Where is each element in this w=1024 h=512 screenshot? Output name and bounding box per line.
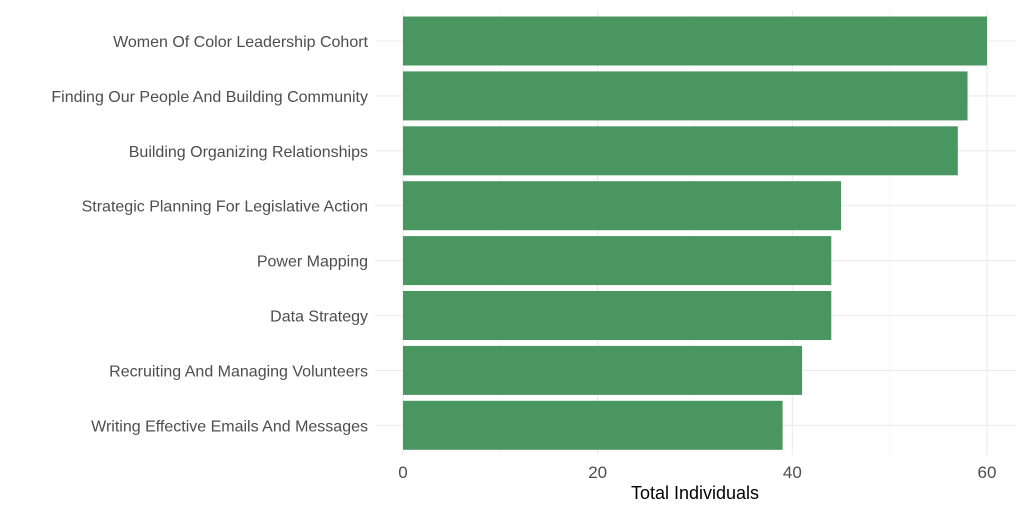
bar-layer [403,16,987,450]
category-label-layer: Women Of Color Leadership Cohort Finding … [51,34,368,435]
x-tick-label: 0 [398,463,407,482]
category-label: Finding Our People And Building Communit… [51,89,368,106]
x-tick-layer: 0 20 40 60 [398,463,996,482]
category-label: Building Organizing Relationships [129,144,368,161]
x-axis-title: Total Individuals [631,483,759,503]
bar [403,71,968,121]
x-tick-label: 40 [783,463,802,482]
x-tick-label: 20 [588,463,607,482]
category-label: Women Of Color Leadership Cohort [113,34,368,51]
x-tick-label: 60 [978,463,997,482]
category-label: Data Strategy [270,309,368,326]
category-label: Power Mapping [257,254,368,271]
bar [403,345,803,395]
category-label: Strategic Planning For Legislative Actio… [82,199,368,216]
bar [403,181,841,231]
bar [403,400,783,450]
category-label: Writing Effective Emails And Messages [91,418,368,435]
bar [403,16,987,66]
category-label: Recruiting And Managing Volunteers [109,363,368,380]
bar [403,126,958,176]
bar [403,291,832,340]
bar [403,236,832,286]
